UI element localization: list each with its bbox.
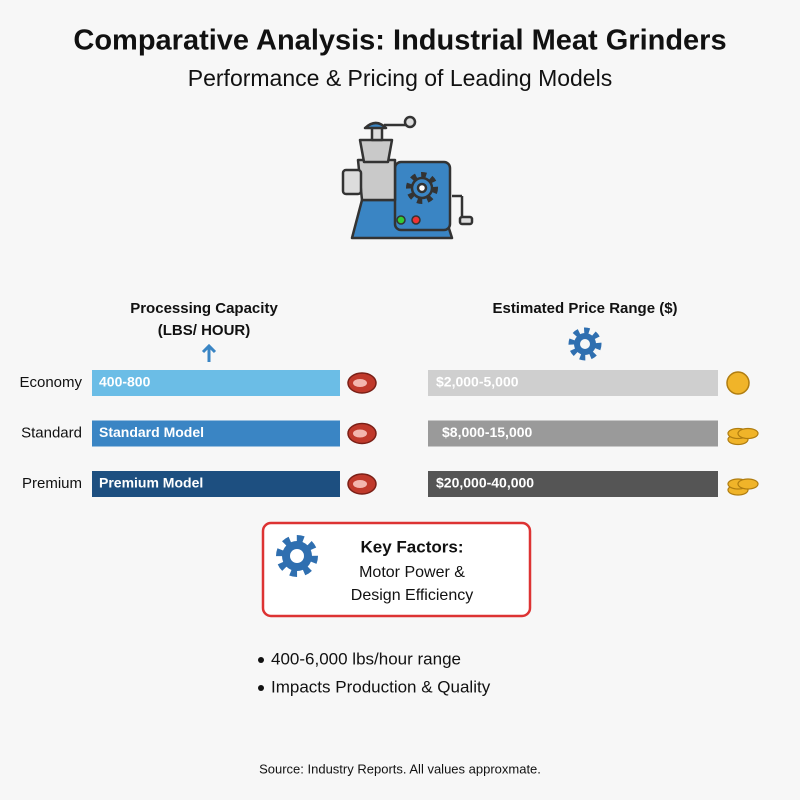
bullet: 400-6,000 lbs/hour range bbox=[271, 649, 461, 668]
meat-marbling bbox=[353, 379, 367, 387]
capacity-bar bbox=[92, 370, 340, 396]
grinder-icon bbox=[341, 115, 474, 240]
capacity-text: Premium Model bbox=[99, 475, 203, 491]
price-bar bbox=[428, 370, 718, 396]
price-title: Estimated Price Range ($) bbox=[492, 300, 677, 317]
title: Comparative Analysis: Industrial Meat Gr… bbox=[73, 25, 726, 57]
gear-icon bbox=[568, 327, 602, 361]
up-arrow bbox=[201, 343, 217, 362]
row-label: Economy bbox=[19, 374, 82, 391]
capacity-bar bbox=[92, 471, 340, 497]
row-label: Premium bbox=[22, 475, 82, 492]
source: Source: Industry Reports. All values app… bbox=[259, 761, 541, 776]
capacity-bar bbox=[92, 420, 340, 447]
coin-icon bbox=[726, 371, 750, 395]
price-text: $2,000-5,000 bbox=[436, 374, 519, 390]
rows: Economy 400-800 $2,000-5,000 Standard Standa… bbox=[19, 370, 759, 497]
capacity-unit: (LBS/ HOUR) bbox=[158, 322, 251, 339]
gear-icon bbox=[276, 535, 318, 577]
meat-marbling bbox=[353, 480, 367, 488]
coin-icon bbox=[737, 478, 759, 490]
price-text: $20,000-40,000 bbox=[436, 475, 534, 491]
key-factors-title: Key Factors: bbox=[361, 537, 464, 556]
capacity-text: 400-800 bbox=[99, 374, 151, 390]
meat-marbling bbox=[353, 429, 367, 438]
bullet-dot bbox=[258, 685, 264, 691]
key-factors-line: Design Efficiency bbox=[351, 587, 473, 604]
key-factors-box bbox=[261, 521, 532, 618]
capacity-title: Processing Capacity bbox=[130, 300, 278, 317]
row-label: Standard bbox=[21, 424, 82, 441]
price-text: $8,000-15,000 bbox=[442, 424, 533, 440]
subtitle: Performance & Pricing of Leading Models bbox=[188, 65, 612, 91]
bullet-dot bbox=[258, 657, 264, 663]
capacity-text: Standard Model bbox=[99, 424, 204, 440]
bullet: Impacts Production & Quality bbox=[271, 677, 491, 696]
coin-icon bbox=[737, 427, 759, 440]
price-bar bbox=[428, 420, 718, 447]
key-factors-line: Motor Power & bbox=[359, 564, 465, 581]
price-bar bbox=[428, 471, 718, 497]
